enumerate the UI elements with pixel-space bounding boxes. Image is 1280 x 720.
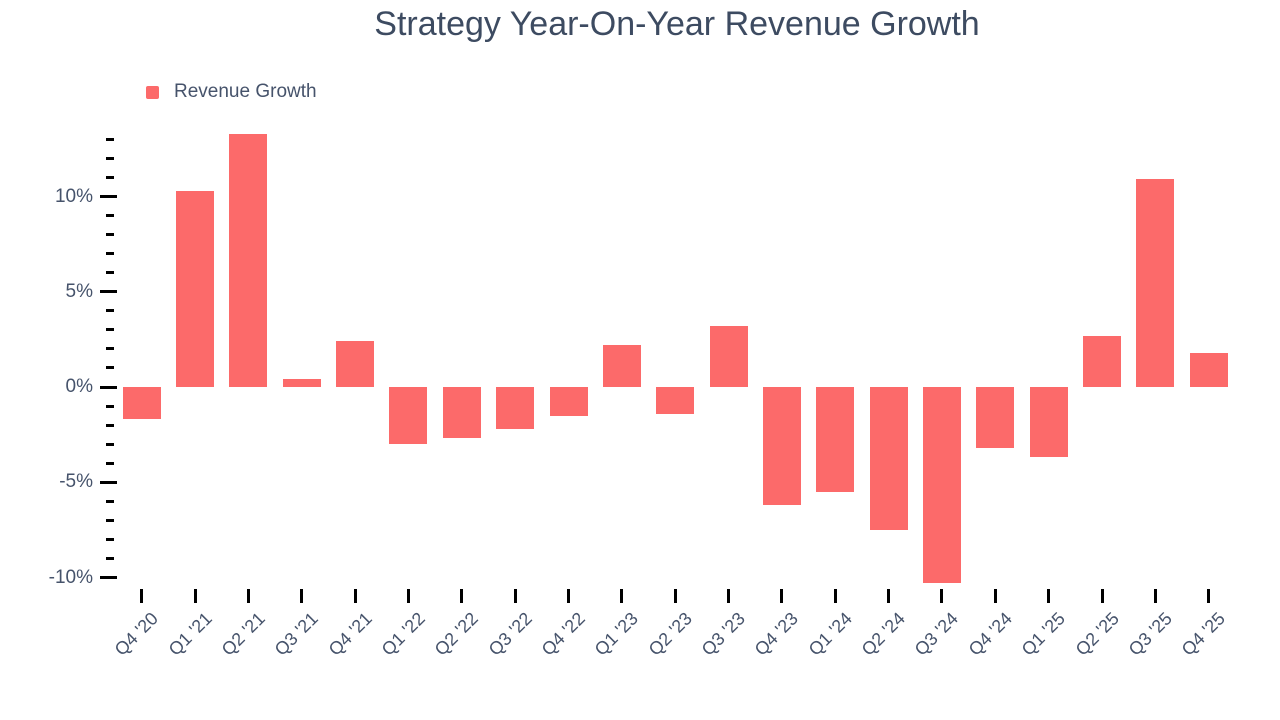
revenue-growth-bar [762,387,801,506]
revenue-growth-bar [496,387,535,429]
legend-swatch-icon [146,85,159,99]
y-axis-minor-tick [106,404,114,408]
legend: Revenue Growth [146,81,317,103]
revenue-growth-bar [176,190,215,387]
y-axis-minor-tick [106,175,114,179]
revenue-growth-bar [602,345,641,387]
revenue-growth-bar [869,387,908,530]
x-axis-tick [780,589,784,603]
x-axis-label: Q3 '21 [270,608,323,660]
chart-title: Strategy Year-On-Year Revenue Growth [374,5,980,43]
x-axis-label: Q3 '23 [697,608,749,660]
y-axis-minor-tick [106,252,114,256]
x-axis-label: Q4 '22 [537,608,589,660]
y-axis-label: 5% [65,280,93,302]
y-axis-minor-tick [106,214,114,218]
revenue-growth-bar [122,387,161,420]
revenue-growth-bar [656,387,695,414]
revenue-growth-bar [282,379,321,387]
y-axis-minor-tick [106,556,114,560]
revenue-growth-bar [1083,335,1121,387]
revenue-growth-bar [389,387,428,445]
x-axis-tick [300,589,304,603]
y-axis-minor-tick [106,537,114,541]
x-axis-tick [673,589,677,603]
x-axis-label: Q1 '23 [591,608,643,660]
x-axis-label: Q2 '24 [857,608,910,660]
x-axis-tick [993,589,997,603]
x-axis-tick [246,589,250,603]
x-axis-label: Q1 '25 [1017,608,1070,660]
revenue-growth-bar [1189,352,1228,387]
x-axis-tick [620,589,624,603]
x-axis-tick [513,589,517,603]
x-axis-label: Q3 '24 [911,608,963,660]
y-axis-label: 0% [65,376,93,397]
y-axis-major-tick [100,576,117,579]
revenue-growth-bar [816,387,855,492]
y-axis-minor-tick [106,156,114,160]
y-axis-minor-tick [106,233,114,237]
x-axis-label: Q1 '21 [164,608,216,660]
y-axis-minor-tick [106,499,114,503]
y-axis-minor-tick [106,309,114,313]
y-axis-label: -10% [48,566,93,588]
revenue-growth-bar [922,387,961,584]
revenue-growth-bar [1029,387,1068,458]
y-axis-minor-tick [106,137,114,141]
x-axis-tick [1047,589,1051,603]
x-axis-tick [140,589,144,603]
x-axis-label: Q3 '25 [1124,608,1176,660]
x-axis-tick [1207,589,1211,603]
y-axis-major-tick [100,290,117,294]
x-axis-tick [940,589,944,603]
x-axis-tick [727,589,731,603]
x-axis-label: Q1 '22 [377,608,429,660]
x-axis-tick [1100,589,1104,603]
y-axis-major-tick [100,480,117,484]
x-axis-label: Q1 '24 [804,608,856,660]
x-axis-label: Q3 '22 [484,608,536,660]
y-axis-minor-tick [106,461,114,465]
x-axis-tick [833,589,837,603]
y-axis-minor-tick [106,423,114,427]
x-axis-label: Q2 '22 [430,608,483,660]
y-axis-minor-tick [106,518,114,522]
y-axis-minor-tick [106,328,114,332]
x-axis-tick [193,589,197,603]
revenue-growth-bar [336,341,375,387]
x-axis-label: Q4 '24 [964,608,1016,660]
x-axis-label: Q4 '20 [110,608,163,660]
x-axis-tick [567,589,570,603]
y-axis-label: -5% [59,471,93,493]
revenue-growth-bar [1136,179,1175,387]
x-axis-label: Q2 '21 [217,608,269,660]
y-axis-major-tick [100,385,117,389]
revenue-growth-bar [709,326,748,387]
revenue-growth-bar [549,387,588,416]
y-axis-minor-tick [106,347,114,351]
y-axis-label: 10% [54,185,93,207]
x-axis-label: Q4 '21 [324,608,376,660]
y-axis-minor-tick [106,366,114,370]
x-axis-tick [1153,589,1157,603]
x-axis-label: Q4 '23 [751,608,803,660]
x-axis-label: Q2 '25 [1071,608,1123,660]
x-axis-tick [406,589,410,603]
y-axis-minor-tick [106,442,114,446]
x-axis-tick [460,589,464,603]
x-axis-tick [887,589,891,603]
x-axis-label: Q2 '23 [644,608,696,660]
x-axis-label: Q4 '25 [1177,608,1230,660]
y-axis-minor-tick [106,271,114,275]
x-axis-tick [353,589,357,603]
y-axis-major-tick [100,195,117,198]
revenue-growth-bar [229,133,268,387]
revenue-growth-bar [976,387,1015,448]
legend-label: Revenue Growth [174,81,317,102]
revenue-growth-bar [442,387,481,439]
